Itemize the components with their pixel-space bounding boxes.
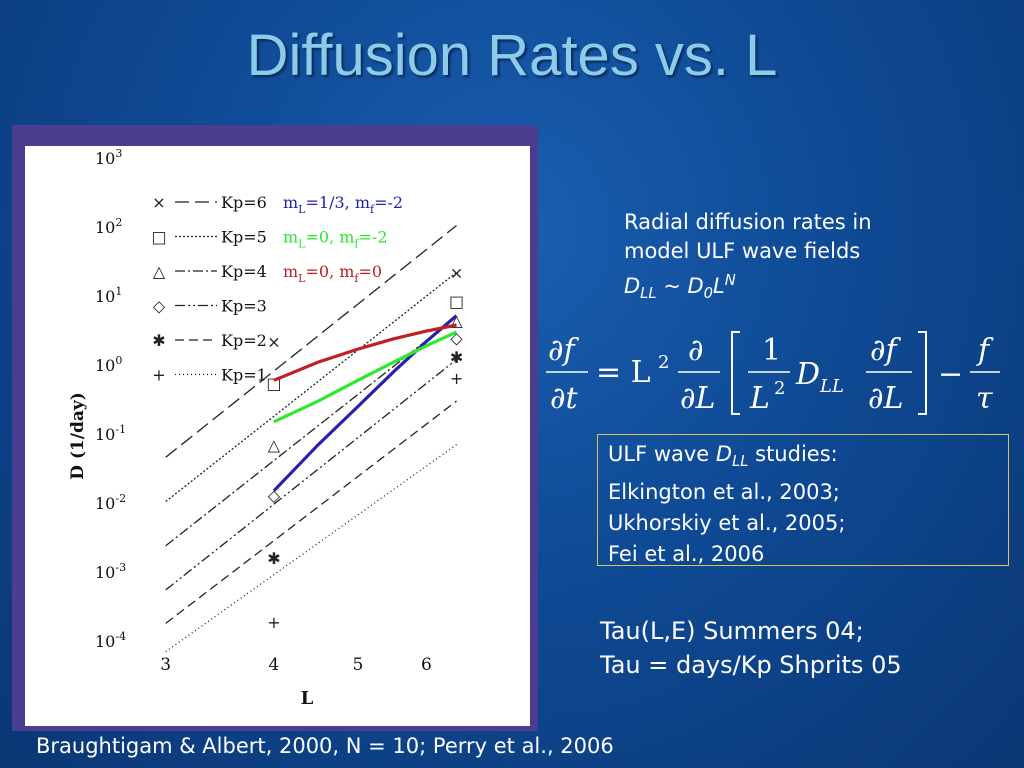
eq-dt: ∂t <box>550 381 579 416</box>
y-axis-label: D (1/day) <box>68 392 88 480</box>
chart-svg: 10-4 10-3 10-2 10-1 100 101 102 103 3 4 5 6 L D (1/da… <box>68 147 464 709</box>
diffusion-equation: ∂f ∂t = L 2 ∂ ∂L 1 L 2 D LL ∂f ∂L − f τ <box>546 331 1000 416</box>
legend-model-label: mL=0, mf=-2 <box>283 228 388 251</box>
y-tick-label: 10-2 <box>95 492 126 513</box>
y-tick-label: 101 <box>95 285 122 306</box>
legend-marker: ◇ <box>153 297 166 316</box>
legend-marker: △ <box>153 262 166 281</box>
legend-model-label: mL=0, mf=0 <box>283 262 382 285</box>
formula-l: L <box>713 274 725 298</box>
legend-label: Kp=6 <box>221 193 267 212</box>
eq-ll: LL <box>819 376 844 397</box>
studies-line-1: ULF wave DLL studies: <box>608 442 838 471</box>
legend-marker: □ <box>151 228 166 247</box>
eq-l2: L <box>749 381 770 416</box>
y-tick-label: 10-3 <box>95 561 126 582</box>
formula-d: D <box>624 274 641 298</box>
studies-box: ULF wave DLL studies: Elkington et al., … <box>597 434 1009 566</box>
eq-d-coeff: D <box>795 357 820 392</box>
model-curve <box>273 323 457 382</box>
x-axis-label: L <box>301 688 314 709</box>
y-tick-label: 102 <box>95 216 122 237</box>
legend-label: Kp=5 <box>221 228 267 247</box>
eq-df: ∂f <box>548 333 580 368</box>
diffusion-chart: 10-4 10-3 10-2 10-1 100 101 102 103 3 4 5 6 L D (1/da… <box>25 146 530 726</box>
kp-marker: ◇ <box>450 329 463 348</box>
kp-line <box>165 359 457 591</box>
model-curve <box>272 314 458 492</box>
y-tick-label: 100 <box>95 354 122 375</box>
kp-marker: + <box>450 369 463 388</box>
slide-footer: Braughtigam & Albert, 2000, N = 10; Perr… <box>36 734 614 758</box>
legend-label: Kp=2 <box>221 331 267 350</box>
tau-line-1: Tau(L,E) Summers 04; <box>600 617 864 645</box>
eq-one: 1 <box>762 333 781 368</box>
eq-df2: ∂f <box>870 333 902 368</box>
y-tick-label: 10-4 <box>95 630 126 651</box>
studies-line-3: Ukhorskiy et al., 2005; <box>608 511 846 536</box>
eq-d: ∂ <box>688 333 704 368</box>
formula-d0: D <box>687 274 704 298</box>
formula-0-sub: 0 <box>703 285 714 303</box>
tau-line-2: Tau = days/Kp Shprits 05 <box>600 651 902 679</box>
legend-label: Kp=3 <box>221 297 267 316</box>
legend-label: Kp=1 <box>221 366 267 385</box>
legend-model-label: mL=1/3, mf=-2 <box>283 193 403 216</box>
legend-label: Kp=4 <box>221 262 267 281</box>
eq-minus: − <box>938 357 963 392</box>
kp-line <box>165 444 457 653</box>
description-line-2: model ULF wave fields <box>624 239 861 263</box>
y-tick-label: 10-1 <box>95 423 126 444</box>
eq-tau: τ <box>976 381 993 416</box>
kp-line <box>165 271 457 503</box>
kp-line <box>165 225 457 458</box>
formula-n-sup: N <box>724 272 736 289</box>
kp-line <box>165 400 457 624</box>
x-tick-label: 6 <box>421 655 432 675</box>
y-tick-label: 103 <box>95 147 122 168</box>
studies-line-2: Elkington et al., 2003; <box>608 480 840 505</box>
x-tick-label: 5 <box>352 655 363 675</box>
legend-marker: + <box>152 366 165 385</box>
kp-marker: + <box>267 613 280 632</box>
slide-title: Diffusion Rates vs. L <box>246 23 778 88</box>
eq-dl: ∂L <box>680 381 715 416</box>
formula-tilde: ~ <box>656 274 688 298</box>
model-curve <box>273 330 458 424</box>
kp-marker: ✱ <box>450 348 463 367</box>
studies-line-4: Fei et al., 2006 <box>608 542 765 567</box>
kp-marker: ✱ <box>267 549 280 568</box>
tau-text: Tau(L,E) Summers 04; Tau = days/Kp Shpri… <box>600 614 902 682</box>
eq-f: f <box>976 333 994 368</box>
eq-sq: 2 <box>658 352 669 373</box>
kp-marker: × <box>267 332 280 351</box>
x-tick-label: 3 <box>160 655 171 675</box>
description-line-1: Radial diffusion rates in <box>624 210 872 234</box>
legend-marker: × <box>152 193 165 212</box>
description-text: Radial diffusion rates in model ULF wave… <box>624 208 872 308</box>
kp-marker: △ <box>268 436 281 455</box>
eq-equals-l: = L <box>596 355 651 390</box>
eq-sq2: 2 <box>774 378 785 399</box>
description-formula: DLL ~ D0LN <box>624 266 872 308</box>
legend-marker: ✱ <box>152 331 165 350</box>
kp-marker: □ <box>449 292 464 311</box>
eq-dl2: ∂L <box>868 381 903 416</box>
formula-ll-sub: LL <box>640 285 657 303</box>
kp-marker: ◇ <box>268 486 281 505</box>
x-tick-label: 4 <box>269 655 280 675</box>
